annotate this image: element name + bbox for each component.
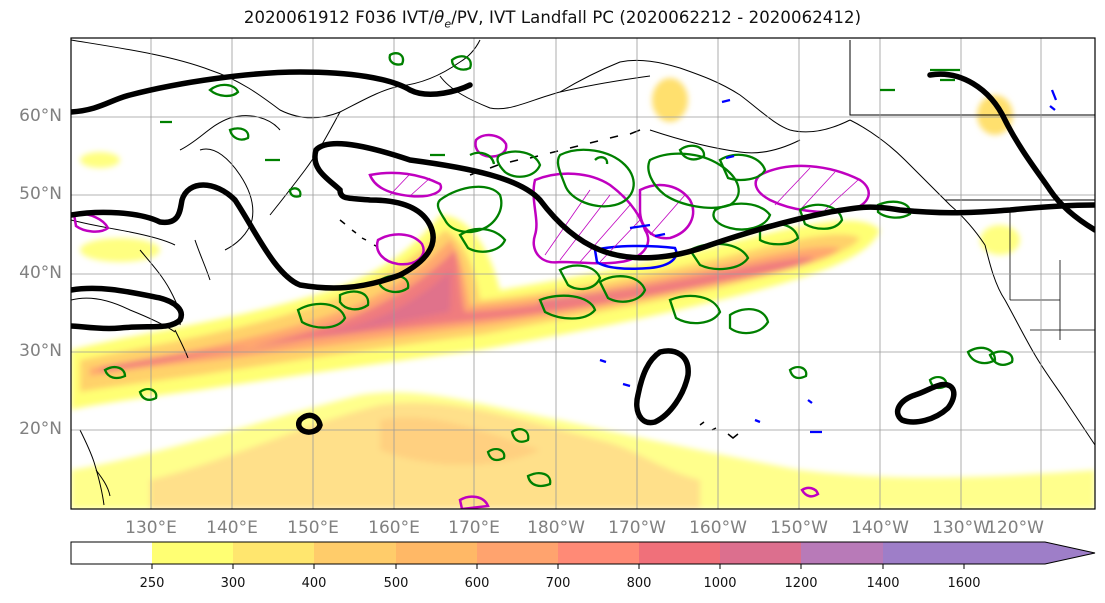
- colorbar-label-800: 800: [626, 576, 652, 591]
- figure-title: 2020061912 F036 IVT/θe/PV, IVT Landfall …: [243, 8, 862, 31]
- lon-label-160e: 160°E: [368, 518, 420, 538]
- lat-label-50n: 50°N: [19, 184, 62, 204]
- lat-label-60n: 60°N: [19, 106, 62, 126]
- lon-label-120w: 120°W: [986, 518, 1044, 538]
- lon-label-130e: 130°E: [125, 518, 177, 538]
- colorbar-label-250: 250: [139, 576, 165, 591]
- lon-label-170w: 170°W: [608, 518, 666, 538]
- lon-label-170e: 170°E: [448, 518, 500, 538]
- lat-label-30n: 30°N: [19, 341, 62, 361]
- lon-label-140w: 140°W: [851, 518, 909, 538]
- lon-label-160w: 160°W: [689, 518, 747, 538]
- ivt-shading: [71, 78, 1095, 509]
- colorbar: [70, 541, 1096, 569]
- map-border: [70, 37, 1096, 510]
- lon-label-150e: 150°E: [287, 518, 339, 538]
- graticule: [71, 38, 1095, 509]
- lon-label-140e: 140°E: [206, 518, 258, 538]
- lat-label-40n: 40°N: [19, 263, 62, 283]
- height-contours: [71, 69, 1095, 435]
- lon-label-150w: 150°W: [770, 518, 828, 538]
- theta-e-contours: [103, 52, 1014, 488]
- colorbar-label-700: 700: [545, 576, 571, 591]
- colorbar-label-1600: 1600: [947, 576, 981, 591]
- colorbar-label-400: 400: [301, 576, 327, 591]
- colorbar-label-300: 300: [220, 576, 246, 591]
- colorbar-label-500: 500: [383, 576, 409, 591]
- lon-label-180w: 180°W: [527, 518, 585, 538]
- blue-contours: [599, 89, 1058, 434]
- lat-label-20n: 20°N: [19, 419, 62, 439]
- colorbar-label-1400: 1400: [866, 576, 900, 591]
- colorbar-label-1000: 1000: [703, 576, 737, 591]
- lon-label-130w: 130°W: [932, 518, 990, 538]
- colorbar-label-1200: 1200: [784, 576, 818, 591]
- colorbar-label-600: 600: [464, 576, 490, 591]
